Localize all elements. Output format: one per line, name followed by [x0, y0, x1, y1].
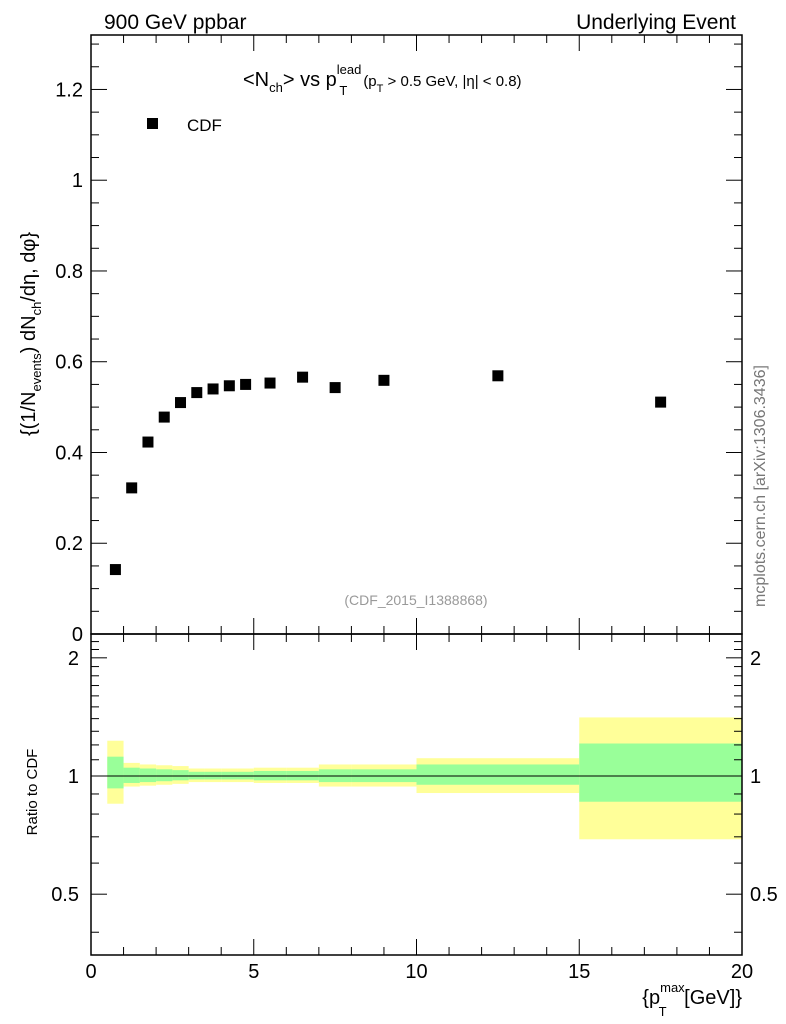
site-watermark: mcplots.cern.ch [arXiv:1306.3436]: [752, 365, 769, 607]
main-ylabel: {(1/Nevents) dNch/dη, dφ}: [18, 232, 44, 436]
ratio-plot-frame: [90, 633, 743, 956]
category-label: Underlying Event: [576, 11, 736, 34]
data-point-cdf: [223, 380, 235, 392]
ratio-axis-ticks: 0.5 0.51 12 20 5 10 15 20: [51, 634, 778, 983]
ratio-ytick-label-right: 0.5: [750, 884, 778, 906]
band-inner: [579, 743, 742, 802]
title-pt-sup: lead: [337, 62, 362, 77]
data-point-cdf: [329, 382, 341, 394]
uncertainty-bands: [107, 717, 742, 840]
data-point-cdf: [297, 371, 309, 383]
title-n-sub: ch: [269, 80, 283, 95]
ratio-xlabel: {pmax T [GeV]}: [642, 980, 742, 1019]
main-ytick-label: 1.2: [55, 79, 83, 101]
ylabel-b: ) dN: [18, 315, 40, 353]
band-inner: [172, 770, 189, 781]
band-inner: [123, 767, 140, 783]
analysis-label: (CDF_2015_I1388868): [344, 592, 487, 608]
title-cut-p: (p: [363, 73, 376, 90]
ylabel-b-sub: ch: [29, 302, 44, 316]
main-axis-ticks: 0 0.2 0.4 0.6 0.8 1 1.2: [55, 35, 743, 646]
data-points: [109, 370, 667, 576]
title-cut-rest: > 0.5 GeV, |η| < 0.8): [383, 73, 521, 90]
title-n: <N: [243, 69, 269, 91]
main-ytick-label: 1: [72, 170, 83, 192]
ratio-ytick-label-left: 0.5: [51, 884, 79, 906]
data-point-cdf: [378, 374, 390, 386]
band-inner: [156, 769, 173, 782]
ratio-xtick-label: 20: [731, 961, 753, 983]
xlabel-sub: T: [659, 1004, 667, 1019]
ratio-xtick-label: 10: [405, 961, 427, 983]
ratio-ytick-label-right: 2: [750, 648, 761, 670]
legend-label-cdf: CDF: [187, 116, 222, 135]
data-point-cdf: [109, 564, 121, 576]
ratio-ytick-label-left: 1: [68, 766, 79, 788]
ylabel-c: /dη, dφ}: [18, 232, 40, 302]
xlabel-sup: max: [660, 980, 685, 995]
title-vs: > vs p: [283, 69, 337, 91]
energy-label: 900 GeV ppbar: [104, 11, 246, 34]
data-point-cdf: [207, 383, 219, 395]
data-point-cdf: [191, 387, 203, 399]
ratio-xtick-label: 5: [248, 961, 259, 983]
band-inner: [107, 756, 124, 789]
main-ytick-label: 0.4: [55, 442, 83, 464]
xlabel-a: {p: [642, 987, 660, 1009]
legend-marker-cdf: [147, 118, 158, 129]
ratio-ylabel: Ratio to CDF: [24, 749, 41, 836]
data-point-cdf: [142, 436, 154, 448]
title-cut-p-sub: T: [377, 83, 384, 95]
ylabel-a: {(1/N: [18, 392, 40, 436]
data-point-cdf: [175, 397, 187, 409]
ratio-xtick-label: 0: [85, 961, 96, 983]
band-inner: [139, 768, 157, 783]
main-plot: 00.20.40.60.811.2 <Nch> vs plead T(pT > 0…: [18, 34, 743, 646]
ratio-ytick-label-right: 1: [750, 766, 761, 788]
data-point-cdf: [126, 482, 138, 494]
plot-title: <Nch> vs plead T(pT > 0.5 GeV, |η| < 0.8): [243, 62, 522, 98]
ratio-plot: 0.5 0.51 12 20 5 10 15 20 Ratio to CDF {pmax T […: [24, 633, 778, 1019]
data-point-cdf: [158, 411, 170, 423]
main-ytick-label: 0.2: [55, 533, 83, 555]
data-point-cdf: [655, 396, 667, 408]
data-point-cdf: [264, 377, 276, 389]
band-inner: [416, 764, 580, 785]
ratio-xtick-label: 15: [568, 961, 590, 983]
data-point-cdf: [492, 370, 504, 382]
title-pt-sub: T: [339, 83, 347, 98]
xlabel-b: [GeV]}: [679, 987, 743, 1009]
main-ytick-label: 0.8: [55, 261, 83, 283]
ylabel-a-sub: events: [29, 353, 44, 392]
main-ytick-label: 0.6: [55, 352, 83, 374]
main-ytick-label: 0: [72, 624, 83, 646]
data-point-cdf: [240, 378, 252, 390]
ratio-ytick-label-left: 2: [68, 648, 79, 670]
